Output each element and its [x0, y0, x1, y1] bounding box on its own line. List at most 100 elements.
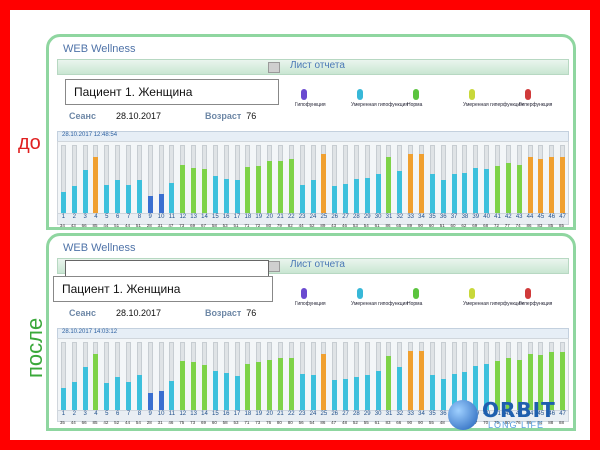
bar-number: 6: [116, 411, 120, 417]
bar: [212, 371, 218, 412]
legend-swatch: [525, 288, 531, 299]
bar: [147, 195, 153, 215]
bar-number: 9: [148, 214, 152, 220]
age-info: Возраст 76: [205, 308, 256, 318]
legend-label: Гипофункция: [295, 301, 326, 307]
bar-value: 35: [59, 420, 65, 425]
bar-number: 24: [309, 214, 317, 220]
bar: [451, 373, 457, 412]
bar: [440, 180, 446, 215]
bar-number: 37: [450, 214, 458, 220]
bar: [332, 185, 338, 215]
legend-swatch: [413, 89, 419, 100]
session-date: 28.10.2017: [115, 308, 162, 318]
bar-values: 35 44 66 85 42 52 44 54 28 31 46 75 73 69 60 58 53 71 73 76…: [57, 420, 569, 427]
bar: [201, 365, 207, 412]
bar-value: 44: [125, 223, 131, 228]
bar-number: 12: [179, 411, 187, 417]
bar: [451, 174, 457, 215]
bar-value: 44: [103, 223, 109, 228]
bar: [375, 173, 381, 215]
report-icon[interactable]: [268, 62, 280, 73]
bar: [516, 360, 522, 412]
bar: [245, 363, 251, 412]
bar-value: 48: [439, 420, 445, 425]
bar-number: 2: [72, 214, 76, 220]
bar-value: 54: [135, 420, 141, 425]
bar-value: 46: [342, 223, 348, 228]
bar: [93, 354, 99, 412]
legend-label: Умеренная гипофункция: [351, 301, 409, 307]
bar: [560, 157, 566, 215]
bar-value: 86: [385, 223, 391, 228]
bar-value: 58: [211, 223, 217, 228]
bar-value: 51: [233, 223, 239, 228]
bar-number: 45: [537, 214, 545, 220]
session-date: 28.10.2017: [115, 111, 162, 121]
bar-value: 53: [233, 420, 239, 425]
bar-value: 31: [157, 223, 163, 228]
bar-number: 19: [255, 411, 263, 417]
bar-number: 18: [244, 214, 252, 220]
bar-number: 7: [126, 411, 131, 417]
bar: [234, 180, 240, 215]
bar: [288, 159, 294, 215]
bar-number: 30: [374, 411, 382, 417]
bar-value: 60: [428, 223, 434, 228]
bar-value: 76: [515, 420, 521, 425]
report-icon[interactable]: [268, 261, 280, 272]
bar-value: 67: [200, 223, 206, 228]
age-label: Возраст: [205, 111, 242, 121]
bar: [104, 383, 110, 412]
legend-label: Гипофункция: [295, 102, 326, 108]
bar-number: 29: [363, 411, 371, 417]
legend-label: Умеренная гипофункция: [351, 102, 409, 108]
bar: [158, 390, 164, 412]
bar: [419, 153, 424, 215]
bar: [527, 156, 533, 215]
bar-number: 35: [429, 411, 436, 417]
report-title: Лист отчета: [290, 259, 345, 270]
bar-value: 44: [125, 420, 131, 425]
bar-number: 12: [179, 214, 187, 220]
bar-number: 47: [559, 411, 566, 417]
bar-number: 14: [201, 214, 208, 220]
bar-value: 90: [417, 223, 423, 228]
bar-value: 82: [287, 223, 293, 228]
bar-number: 13: [190, 411, 197, 417]
bar: [277, 357, 283, 412]
bar-number: 32: [396, 214, 404, 220]
bar: [180, 165, 186, 215]
bar-value: 54: [363, 223, 369, 228]
legend-swatch: [413, 288, 419, 299]
globe-icon: [448, 400, 478, 430]
bar-number: 43: [515, 214, 523, 220]
report-panel-after: WEB Wellness Лист отчета Пациент 1. Женщ…: [46, 233, 576, 431]
legend-label: Гиперфункция: [519, 102, 553, 108]
bar: [212, 175, 218, 215]
bar-number: 22: [287, 411, 295, 417]
bar-number: 11: [168, 214, 176, 220]
bar: [267, 160, 273, 215]
bar-number: 21: [277, 214, 284, 220]
bar-number: 40: [483, 214, 490, 220]
bar-number: 25: [320, 411, 328, 417]
bar-number: 41: [494, 411, 501, 417]
bar-value: 46: [168, 420, 174, 425]
report-title: Лист отчета: [290, 60, 345, 71]
bar-value: 68: [483, 223, 489, 228]
bar: [158, 193, 164, 215]
bar-number: 9: [148, 411, 152, 417]
bar-value: 56: [298, 420, 304, 425]
legend-item: Гипофункция: [295, 89, 365, 108]
bar-value: 61: [374, 223, 380, 228]
bar-number: 14: [201, 411, 208, 417]
bar-number: 42: [504, 214, 512, 220]
bar-value: 73: [255, 420, 261, 425]
bar-number: 28: [353, 411, 360, 417]
bar-number: 32: [396, 411, 404, 417]
bar-number: 39: [472, 214, 480, 220]
bar-value: 28: [146, 223, 152, 228]
bar-value: 86: [526, 223, 532, 228]
bar-chart: [57, 338, 569, 414]
